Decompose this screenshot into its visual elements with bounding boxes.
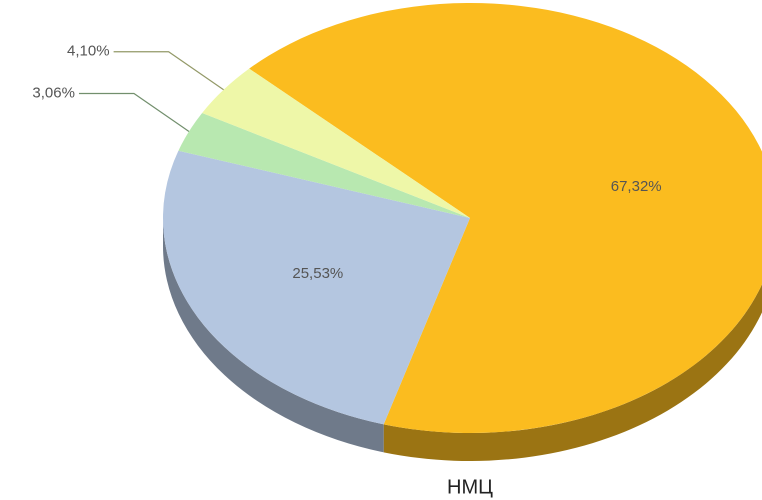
slice-label: 25,53% (292, 265, 343, 282)
slice-label: 3,06% (32, 84, 75, 101)
pie-slice (249, 3, 762, 434)
pie-slice (202, 68, 471, 218)
chart-title: НМЦ (447, 476, 493, 498)
slice-label: 4,10% (67, 43, 110, 60)
pie-slice (162, 150, 471, 425)
pie-side (162, 218, 384, 453)
slice-label: 67,32% (611, 178, 662, 195)
pie-side (383, 284, 762, 461)
leader-line (113, 51, 224, 91)
pie-slice (178, 112, 471, 218)
leader-line (78, 92, 190, 132)
